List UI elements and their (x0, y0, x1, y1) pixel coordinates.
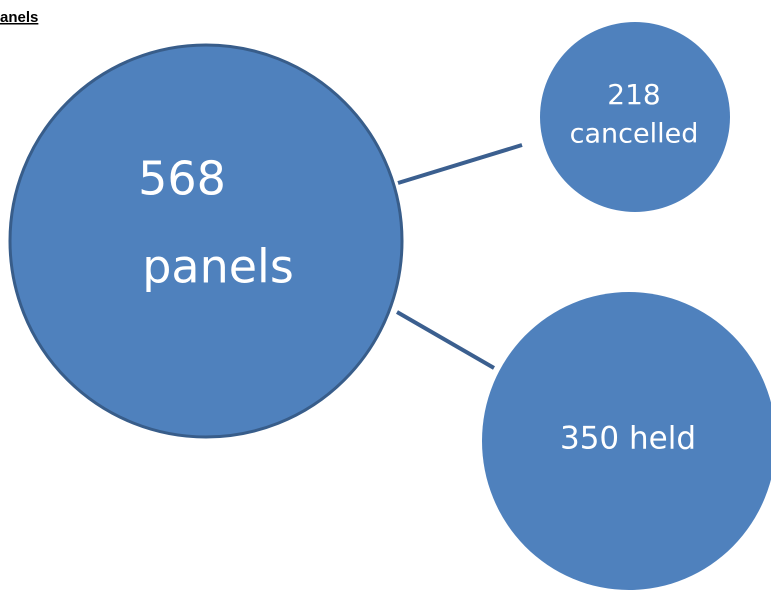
connector (396, 310, 495, 370)
connector (397, 143, 523, 185)
node-label: 568 (138, 152, 226, 206)
node-label: panels (142, 240, 294, 294)
node-circle (482, 292, 771, 590)
node-label: cancelled (570, 119, 699, 150)
node-circle (8, 43, 404, 439)
node-circle (540, 22, 730, 212)
node-label: 350 held (560, 421, 696, 457)
node-label: 218 (607, 78, 660, 111)
title: anels (0, 9, 38, 26)
